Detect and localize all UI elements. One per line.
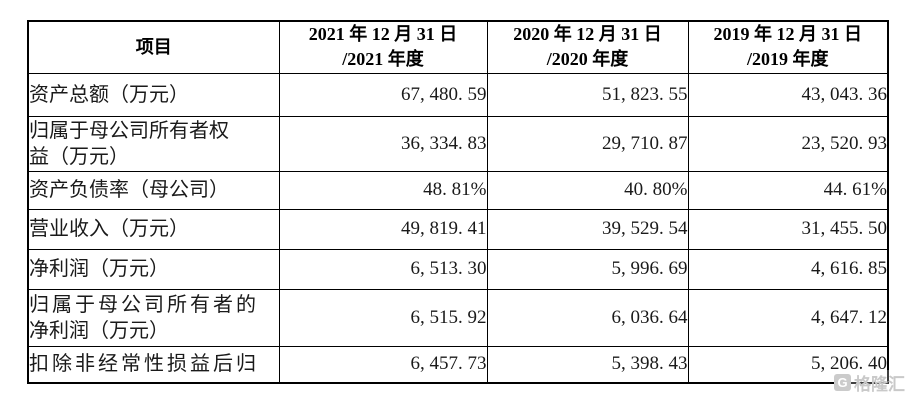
value-cell: 6, 513. 30 — [278, 248, 488, 290]
row-label-cell: 归属于母公司所有者权 益（万元） — [27, 115, 280, 172]
table-row-parent-equity: 归属于母公司所有者权 益（万元） 36, 334. 83 29, 710. 87… — [27, 115, 889, 172]
value-cell: 5, 398. 43 — [486, 345, 689, 384]
row-label-line1: 营业收入（万元） — [29, 218, 189, 240]
row-label-cell: 扣除非经常性损益后归 — [27, 345, 280, 384]
header-period-2019-line1: 2019 年 12 月 31 日 — [713, 24, 863, 45]
financial-summary-table: 项目 2021 年 12 月 31 日 /2021 年度 2020 年 12 月… — [27, 20, 889, 384]
row-label-line2: 益（万元） — [29, 145, 129, 168]
row-label-cell: 营业收入（万元） — [27, 208, 280, 250]
header-period-2020-line2: /2020 年度 — [546, 49, 629, 70]
value-cell: 43, 043. 36 — [687, 72, 889, 117]
row-label-line1: 归属于母公司所有者权 — [29, 119, 229, 142]
header-period-2019: 2019 年 12 月 31 日 /2019 年度 — [687, 20, 889, 74]
value-cell: 49, 819. 41 — [278, 208, 488, 250]
table-row-net-profit-excl-nonrecurring: 扣除非经常性损益后归 6, 457. 73 5, 398. 43 5, 206.… — [27, 345, 889, 384]
table-row-debt-ratio: 资产负债率（母公司） 48. 81% 40. 80% 44. 61% — [27, 170, 889, 210]
value-cell: 40. 80% — [486, 170, 689, 210]
table-row-net-profit: 净利润（万元） 6, 513. 30 5, 996. 69 4, 616. 85 — [27, 248, 889, 290]
value-cell: 51, 823. 55 — [486, 72, 689, 117]
row-label-line1: 扣除非经常性损益后归 — [29, 353, 259, 376]
row-label-cell: 归属于母公司所有者的 净利润（万元） — [27, 288, 280, 347]
row-label-line1: 归属于母公司所有者的 — [29, 293, 259, 316]
gelonghui-logo-icon: G — [834, 374, 851, 391]
table-header-row: 项目 2021 年 12 月 31 日 /2021 年度 2020 年 12 月… — [27, 20, 889, 74]
row-label-line1: 资产负债率（母公司） — [29, 179, 229, 201]
value-cell: 4, 616. 85 — [687, 248, 889, 290]
header-period-2019-line2: /2019 年度 — [746, 49, 829, 70]
row-label-cell: 资产总额（万元） — [27, 72, 280, 117]
row-label-line1: 净利润（万元） — [29, 258, 169, 280]
value-cell: 5, 206. 40 — [687, 345, 889, 384]
value-cell: 39, 529. 54 — [486, 208, 689, 250]
value-cell: 6, 457. 73 — [278, 345, 488, 384]
header-period-2021-line1: 2021 年 12 月 31 日 — [308, 24, 458, 45]
value-cell: 6, 036. 64 — [486, 288, 689, 347]
table-row-revenue: 营业收入（万元） 49, 819. 41 39, 529. 54 31, 455… — [27, 208, 889, 250]
gelonghui-watermark: G 格隆汇 — [834, 370, 905, 395]
value-cell: 48. 81% — [278, 170, 488, 210]
header-period-2020-line1: 2020 年 12 月 31 日 — [513, 24, 662, 45]
header-item: 项目 — [27, 20, 280, 74]
table-row-total-assets: 资产总额（万元） 67, 480. 59 51, 823. 55 43, 043… — [27, 72, 889, 117]
header-period-2021-line2: /2021 年度 — [342, 49, 424, 70]
row-label-cell: 资产负债率（母公司） — [27, 170, 280, 210]
value-cell: 5, 996. 69 — [486, 248, 689, 290]
row-label-cell: 净利润（万元） — [27, 248, 280, 290]
value-cell: 67, 480. 59 — [278, 72, 488, 117]
value-cell: 6, 515. 92 — [278, 288, 488, 347]
value-cell: 44. 61% — [687, 170, 889, 210]
value-cell: 29, 710. 87 — [486, 115, 689, 172]
row-label-line1: 资产总额（万元） — [29, 83, 189, 106]
header-period-2021: 2021 年 12 月 31 日 /2021 年度 — [278, 20, 488, 74]
table-row-parent-net-profit: 归属于母公司所有者的 净利润（万元） 6, 515. 92 6, 036. 64… — [27, 288, 889, 347]
value-cell: 36, 334. 83 — [278, 115, 488, 172]
value-cell: 4, 647. 12 — [687, 288, 889, 347]
row-label-line2: 净利润（万元） — [29, 319, 169, 342]
header-period-2020: 2020 年 12 月 31 日 /2020 年度 — [486, 20, 689, 74]
gelonghui-watermark-text: 格隆汇 — [854, 375, 905, 394]
value-cell: 31, 455. 50 — [687, 208, 889, 250]
value-cell: 23, 520. 93 — [687, 115, 889, 172]
